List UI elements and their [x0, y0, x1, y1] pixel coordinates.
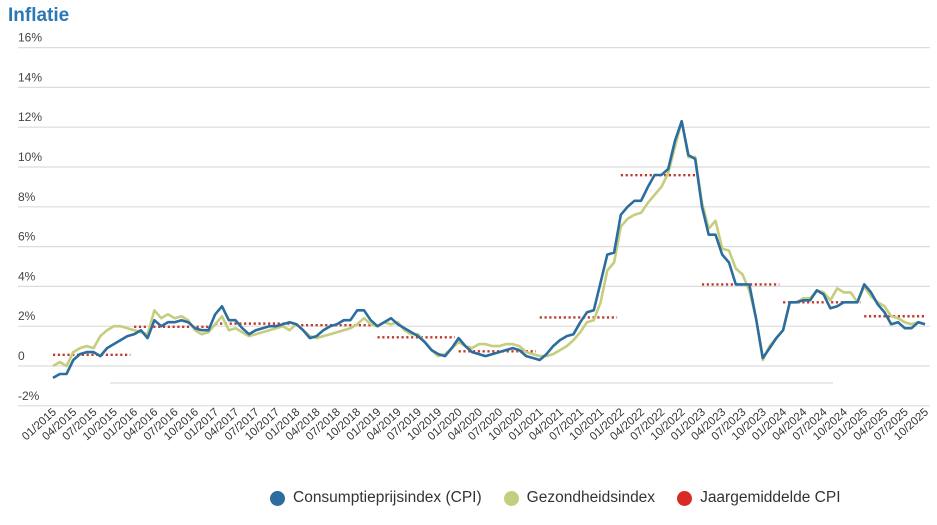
chart-title: Inflatie [8, 5, 70, 26]
y-tick-label: 12% [18, 110, 42, 124]
legend-marker-jaargemiddelde [677, 490, 693, 506]
y-tick-label: -2% [18, 389, 40, 403]
legend-label-gezondheidsindex: Gezondheidsindex [526, 489, 656, 506]
series-line-gezondheidsindex [52, 119, 926, 368]
y-tick-label: 6% [18, 230, 36, 244]
series-line-cpi [52, 119, 926, 380]
legend-label-jaargemiddelde: Jaargemiddelde CPI [700, 489, 841, 506]
legend-marker-cpi [270, 490, 285, 506]
y-tick-label: 16% [18, 31, 42, 45]
legend-item-cpi[interactable]: Consumptieprijsindex (CPI) [270, 489, 482, 507]
legend-label-cpi: Consumptieprijsindex (CPI) [293, 489, 482, 506]
legend-item-jaargemiddelde[interactable]: Jaargemiddelde CPI [677, 489, 841, 507]
y-tick-label: 10% [18, 150, 42, 164]
legend-item-gezondheidsindex[interactable]: Gezondheidsindex [503, 489, 656, 507]
y-tick-label: 8% [18, 190, 36, 204]
y-tick-label: 2% [18, 309, 36, 323]
legend-marker-gezondheidsindex [503, 490, 519, 506]
y-tick-label: 4% [18, 269, 36, 283]
legend: Consumptieprijsindex (CPI) Gezondheidsin… [270, 489, 841, 507]
y-tick-label: 14% [18, 70, 42, 84]
y-tick-label: 0 [18, 349, 25, 363]
